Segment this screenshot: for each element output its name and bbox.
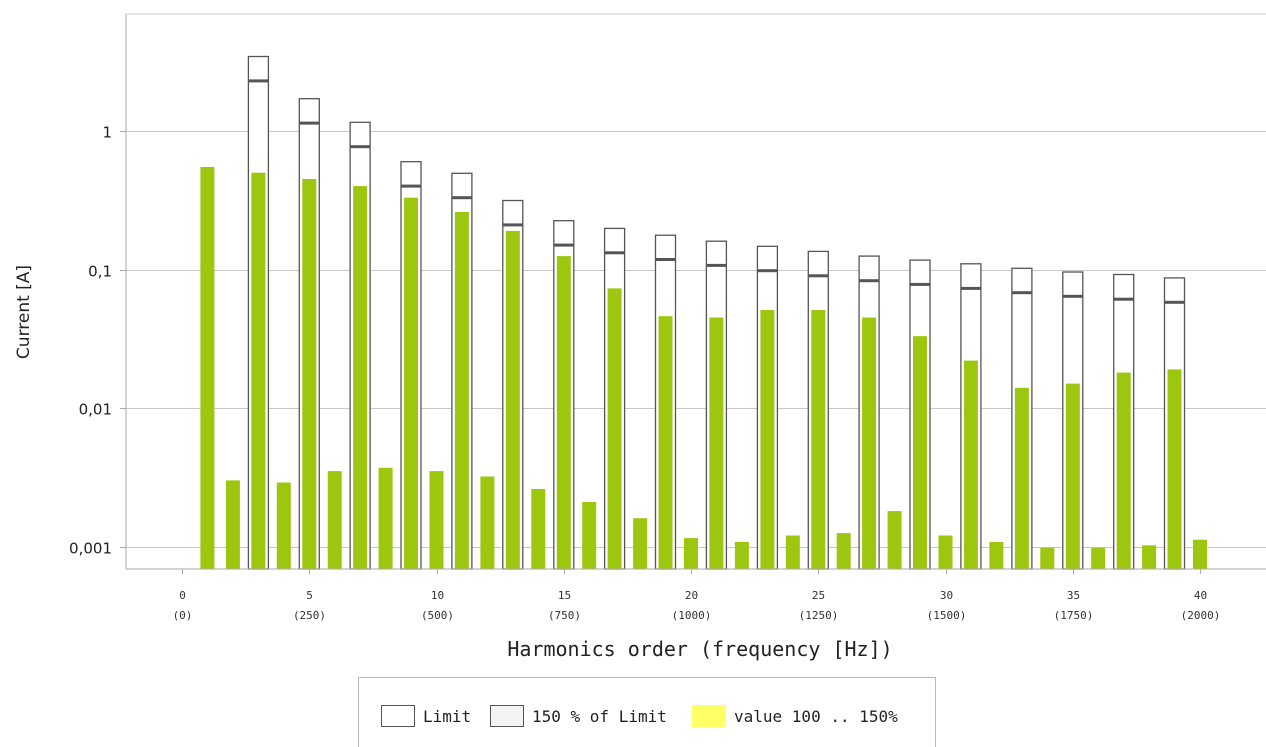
grid-lines	[120, 131, 1266, 574]
value-bar	[633, 518, 648, 569]
legend-label-150-limit: 150 % of Limit	[532, 706, 667, 726]
value-bar	[811, 310, 826, 569]
limit-marker	[757, 269, 778, 273]
value-bar	[836, 533, 851, 569]
x-tick-frequency: (1250)	[799, 609, 839, 622]
x-tick-frequency: (1750)	[1054, 609, 1094, 622]
value-bar	[302, 179, 317, 569]
x-tick-labels: 0 (0) 5 (250) 10 (500) 15 (750) 20 (1000) 25 (1250)…	[173, 589, 1221, 622]
value-bar	[1065, 383, 1080, 569]
limit-marker	[248, 79, 269, 83]
value-bar	[963, 360, 978, 569]
x-tick-order: 10	[431, 589, 444, 602]
x-tick-frequency: (0)	[173, 609, 193, 622]
limit-marker	[910, 282, 930, 286]
value-bar	[454, 212, 469, 569]
x-tick-order: 35	[1067, 589, 1080, 602]
value-bar	[276, 482, 291, 569]
limit-marker	[299, 121, 320, 125]
value-bar	[404, 197, 418, 569]
value-bar	[556, 256, 571, 569]
limit-marker	[451, 196, 472, 200]
limit-marker	[553, 243, 574, 247]
value-bar	[327, 471, 342, 569]
limit-marker	[604, 251, 625, 255]
limit-marker	[350, 145, 371, 149]
value-bar	[1167, 369, 1182, 569]
value-bar	[709, 317, 724, 569]
x-tick-frequency: (1500)	[927, 609, 967, 622]
limit-marker	[1062, 294, 1083, 298]
value-bar	[200, 167, 215, 569]
value-bar	[1014, 387, 1029, 569]
value-bar	[505, 230, 520, 569]
y-tick-labels: 1 0,1 0,01 0,001	[69, 124, 112, 558]
value-bar	[607, 288, 622, 569]
legend: Limit 150 % of Limit value 100 .. 150%	[358, 677, 936, 747]
value-bar	[913, 336, 927, 569]
limit-marker	[859, 279, 880, 283]
y-tick-label: 0,001	[69, 540, 112, 558]
limit-marker	[502, 223, 523, 227]
legend-item-limit: Limit	[381, 705, 471, 727]
x-tick-order: 0	[179, 589, 186, 602]
limit-marker	[808, 274, 829, 278]
limit-marker	[1113, 297, 1134, 301]
legend-item-value-range: value 100 .. 150%	[692, 705, 898, 727]
value-bar	[225, 480, 240, 569]
axes	[125, 13, 1266, 570]
x-tick-order: 5	[306, 589, 313, 602]
x-tick-order: 30	[940, 589, 953, 602]
x-tick-frequency: (1000)	[672, 609, 712, 622]
x-tick-frequency: (750)	[548, 609, 581, 622]
value-bar	[353, 186, 368, 569]
bars	[200, 55, 1207, 570]
value-bar	[1142, 545, 1157, 569]
value-bar	[480, 476, 495, 569]
x-tick-order: 40	[1194, 589, 1207, 602]
legend-swatch-value-range	[692, 705, 726, 727]
value-bar	[684, 538, 698, 569]
x-axis-title: Harmonics order (frequency [Hz])	[507, 637, 892, 661]
limit-marker	[706, 263, 727, 267]
x-tick-frequency: (2000)	[1181, 609, 1221, 622]
limit-marker	[655, 258, 676, 261]
harmonics-chart: 1 0,1 0,01 0,001 0 (0) 5 (250) 10 (500) 15 (750) 20…	[14, 13, 1266, 661]
value-bar	[582, 501, 597, 569]
x-tick-order: 25	[812, 589, 825, 602]
value-bar	[760, 310, 775, 569]
x-tick-frequency: (500)	[421, 609, 454, 622]
value-bar	[378, 467, 393, 569]
limit-marker	[960, 286, 981, 290]
value-bar	[785, 535, 800, 569]
x-tick-frequency: (250)	[293, 609, 326, 622]
y-tick-label: 0,1	[88, 263, 112, 281]
x-tick-order: 15	[558, 589, 571, 602]
value-bar	[1091, 547, 1106, 569]
value-bar	[862, 317, 877, 569]
y-tick-label: 0,01	[79, 401, 112, 419]
value-bar	[1040, 547, 1055, 569]
value-bar	[1193, 539, 1207, 569]
value-bar	[1116, 372, 1131, 569]
value-bar	[658, 316, 673, 569]
limit-marker	[401, 184, 421, 188]
value-bar	[734, 541, 749, 569]
legend-swatch-limit	[381, 705, 415, 727]
value-bar	[938, 535, 953, 569]
value-bar	[887, 511, 902, 569]
limit-marker	[1011, 291, 1032, 295]
legend-item-150-limit: 150 % of Limit	[490, 705, 667, 727]
value-bar	[989, 541, 1004, 569]
limit-marker	[1164, 300, 1185, 304]
y-tick-label: 1	[102, 124, 112, 142]
y-axis-title: Current [A]	[14, 265, 34, 359]
legend-swatch-150-limit	[490, 705, 524, 727]
x-tick-order: 20	[685, 589, 698, 602]
legend-label-limit: Limit	[423, 706, 472, 726]
value-bar	[531, 489, 546, 569]
legend-label-value-range: value 100 .. 150%	[734, 706, 898, 726]
value-bar	[251, 172, 266, 569]
value-bar	[429, 471, 444, 569]
